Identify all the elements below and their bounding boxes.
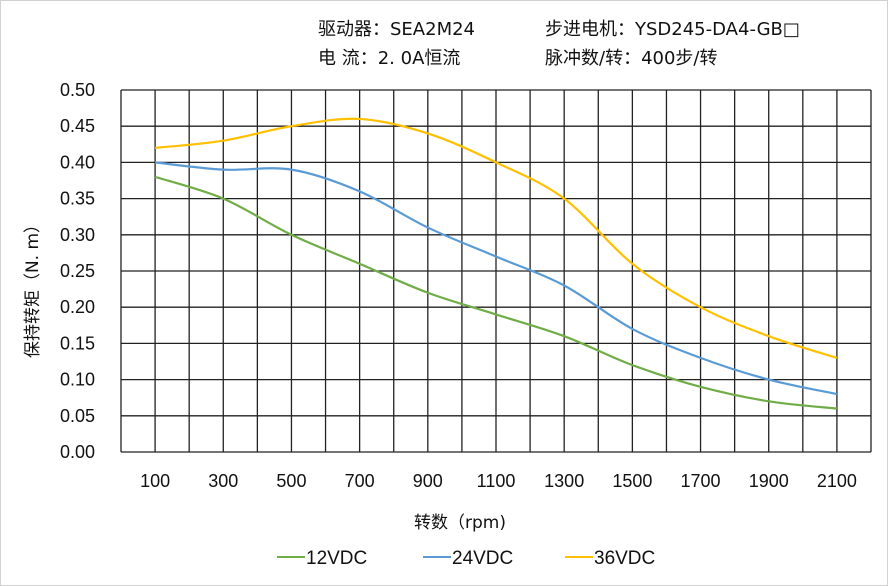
y-tick-label: 0.10	[60, 370, 95, 390]
legend-item-12VDC: 12VDC	[277, 548, 367, 569]
pulses-info: 脉冲数/转：400步/转	[545, 48, 718, 69]
y-tick-label: 0.05	[60, 406, 95, 426]
x-tick-label: 300	[208, 471, 238, 491]
y-tick-label: 0.15	[60, 333, 95, 353]
legend-item-24VDC: 24VDC	[423, 548, 513, 569]
x-tick-label: 2100	[817, 471, 857, 491]
y-axis-label: 保持转矩（N. m）	[23, 216, 43, 358]
legend-item-36VDC: 36VDC	[565, 548, 655, 569]
motor-info: 步进电机：YSD245-DA4-GB□	[545, 19, 800, 40]
series-line-24VDC	[154, 161, 838, 396]
x-tick-label: 700	[345, 471, 375, 491]
driver-info: 驱动器：SEA2M24	[318, 19, 475, 40]
legend-label: 12VDC	[306, 548, 367, 569]
x-tick-label: 1700	[681, 471, 721, 491]
x-tick-label: 100	[140, 471, 170, 491]
y-tick-label: 0.35	[60, 189, 95, 209]
y-tick-label: 0.40	[60, 152, 95, 172]
x-tick-label: 900	[413, 471, 443, 491]
y-tick-label: 0.20	[60, 297, 95, 317]
y-tick-label: 0.25	[60, 261, 95, 281]
x-tick-label: 500	[276, 471, 306, 491]
legend: 12VDC 24VDC 36VDC	[277, 548, 655, 569]
series-line-36VDC	[154, 117, 838, 359]
x-tick-label: 1100	[477, 471, 516, 491]
x-tick-label: 1300	[544, 471, 584, 491]
y-tick-label: 0.30	[60, 225, 95, 245]
legend-label: 36VDC	[594, 548, 655, 569]
series-lines	[154, 117, 838, 410]
current-info: 电 流：2. 0A恒流	[318, 48, 461, 69]
y-tick-label: 0.50	[60, 80, 95, 100]
grid	[120, 89, 872, 453]
tick-labels: 0.00 0.05 0.10 0.15 0.20 0.25 0.30 0.35 0.40 0.45…	[60, 80, 857, 491]
y-tick-label: 0.00	[60, 442, 95, 462]
y-tick-label: 0.45	[60, 116, 95, 136]
x-tick-label: 1900	[749, 471, 789, 491]
x-tick-label: 1500	[612, 471, 652, 491]
x-axis-label: 转数（rpm)	[414, 513, 506, 533]
legend-label: 24VDC	[452, 548, 513, 569]
